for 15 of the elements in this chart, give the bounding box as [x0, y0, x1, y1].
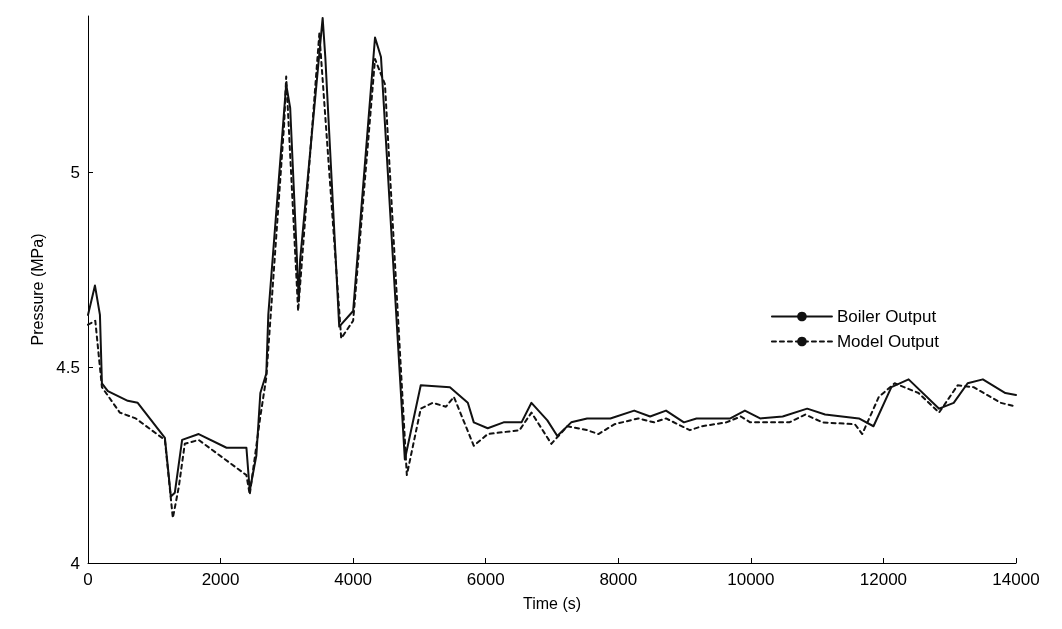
- x-axis-title: Time (s): [522, 594, 582, 612]
- x-tick-label: 2000: [201, 570, 240, 589]
- x-tick-label: 14000: [992, 570, 1040, 589]
- x-tick-label: 6000: [466, 570, 505, 589]
- x-tick-label: 0: [83, 570, 93, 589]
- x-tick-label: 12000: [859, 570, 908, 589]
- legend-label: Boiler Output: [836, 307, 937, 326]
- legend-label: Model Output: [836, 332, 940, 351]
- y-tick-label: 5: [70, 162, 80, 182]
- y-axis-title: Pressure (MPa): [28, 233, 46, 346]
- y-tick-label: 4.5: [56, 358, 80, 378]
- x-tick-label: 8000: [599, 570, 638, 589]
- x-tick-label: 10000: [727, 570, 775, 589]
- y-tick-label: 4: [70, 553, 80, 573]
- x-tick-label: 4000: [334, 570, 373, 589]
